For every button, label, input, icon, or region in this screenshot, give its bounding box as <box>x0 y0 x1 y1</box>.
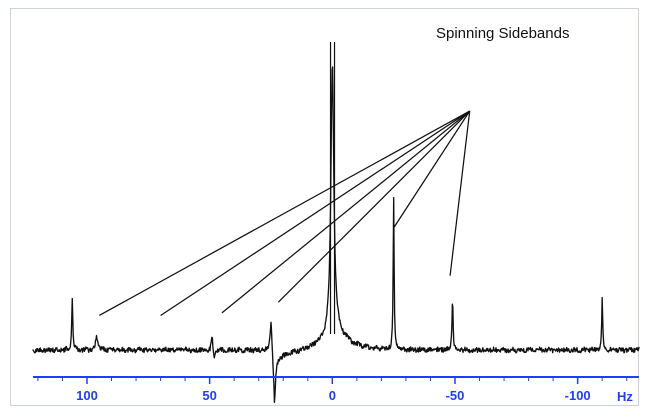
sideband-leader-line-1 <box>98 110 471 317</box>
spinning-sidebands-annotation <box>98 110 471 317</box>
x-tick-label: 100 <box>76 388 98 403</box>
sideband-leader-line-3 <box>221 110 471 314</box>
sideband-leader-line-4 <box>277 110 471 303</box>
axis-unit-label: Hz <box>617 389 633 404</box>
x-tick-label: -100 <box>565 388 591 403</box>
spectrum-trace <box>32 66 640 403</box>
sideband-leader-line-5 <box>393 110 471 229</box>
frequency-axis <box>33 376 639 384</box>
x-tick-label: 50 <box>202 388 216 403</box>
x-tick-label: -50 <box>446 388 465 403</box>
annotation-label: Spinning Sidebands <box>436 25 569 42</box>
sideband-leader-line-6 <box>449 110 471 276</box>
x-tick-label: 0 <box>329 388 336 403</box>
sideband-leader-line-2 <box>160 110 471 317</box>
